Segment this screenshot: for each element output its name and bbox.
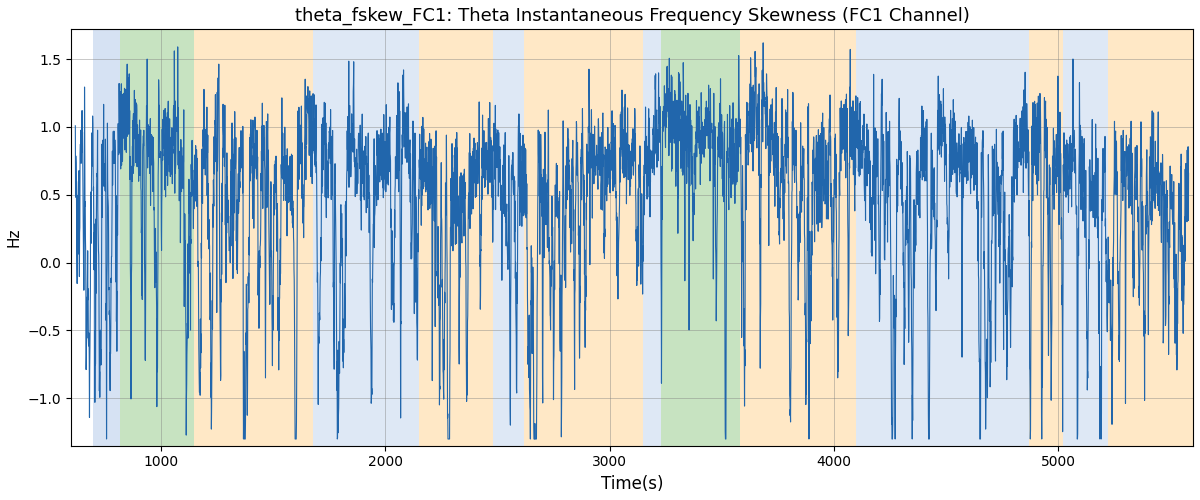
Bar: [778, 30, 857, 446]
Bar: [1108, 30, 1193, 446]
Bar: [643, 30, 661, 446]
Bar: [661, 30, 739, 446]
Bar: [1063, 30, 1108, 446]
Bar: [857, 30, 964, 446]
Title: theta_fskew_FC1: Theta Instantaneous Frequency Skewness (FC1 Channel): theta_fskew_FC1: Theta Instantaneous Fre…: [294, 7, 970, 25]
Bar: [313, 30, 419, 446]
X-axis label: Time(s): Time(s): [601, 475, 664, 493]
Bar: [493, 30, 524, 446]
Bar: [94, 30, 120, 446]
Bar: [194, 30, 313, 446]
Bar: [739, 30, 778, 446]
Y-axis label: Hz: Hz: [7, 228, 22, 248]
Bar: [120, 30, 194, 446]
Bar: [964, 30, 1030, 446]
Bar: [419, 30, 493, 446]
Bar: [1030, 30, 1063, 446]
Bar: [524, 30, 643, 446]
